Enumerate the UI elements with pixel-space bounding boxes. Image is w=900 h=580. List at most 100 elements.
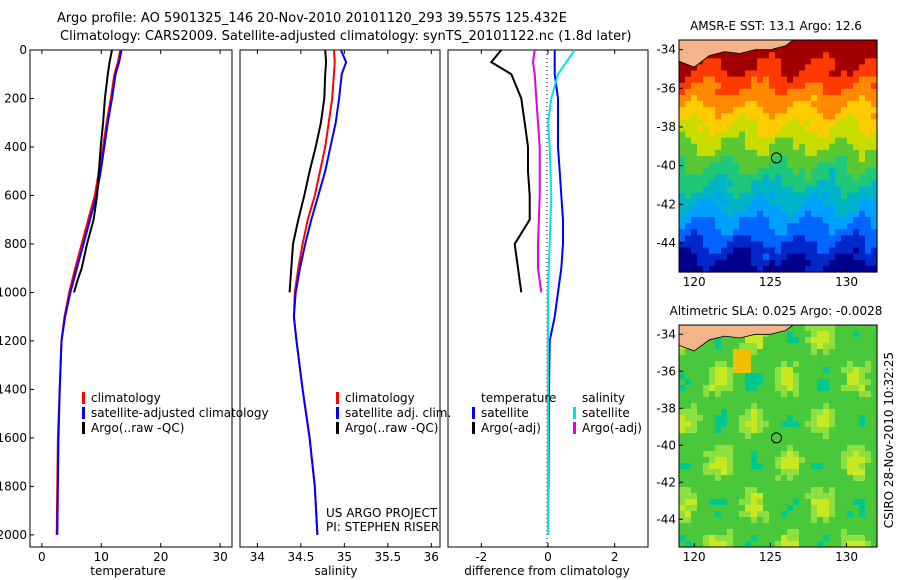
sla-cell — [763, 457, 770, 464]
sst-cell — [757, 119, 764, 127]
sst-cell — [763, 113, 770, 120]
sla-cell — [787, 493, 794, 500]
sla-cell — [793, 541, 800, 548]
sla-cell — [775, 367, 782, 374]
sst-cell — [697, 265, 704, 273]
sst-cell — [751, 186, 758, 194]
sst-cell — [739, 88, 746, 96]
sst-cell — [775, 131, 782, 139]
sla-cell — [865, 463, 872, 470]
sst-cell — [727, 198, 734, 206]
sla-cell — [817, 517, 824, 524]
sst-cell — [745, 156, 752, 163]
sla-cell — [739, 517, 746, 524]
sst-cell — [865, 210, 872, 218]
sst-cell — [811, 156, 818, 163]
sst-cell — [775, 88, 782, 96]
sst-cell — [841, 143, 848, 151]
sst-cell — [859, 58, 866, 66]
sla-cell — [679, 511, 686, 518]
sst-cell — [769, 247, 776, 255]
sst-cell — [763, 210, 770, 218]
sst-cell — [709, 180, 716, 188]
sla-cell — [871, 379, 878, 386]
sst-cell — [733, 131, 740, 139]
sst-cell — [763, 174, 770, 182]
sla-cell — [775, 517, 782, 524]
sst-cell — [865, 131, 872, 139]
sla-cell — [859, 493, 866, 500]
sst-cell — [727, 76, 734, 84]
sst-cell — [805, 119, 812, 127]
sst-cell — [817, 186, 824, 194]
sla-cell — [865, 415, 872, 422]
sst-cell — [697, 70, 704, 78]
sst-cell — [691, 259, 698, 267]
sst-cell — [739, 131, 746, 139]
sst-cell — [781, 131, 788, 139]
sst-cell — [835, 46, 842, 53]
y-tick-label: 0 — [19, 43, 27, 57]
sst-cell — [841, 168, 848, 175]
sst-cell — [793, 235, 800, 243]
sla-cell — [811, 517, 818, 524]
sst-cell — [811, 58, 818, 66]
sla-cell — [757, 499, 764, 506]
sla-cell — [793, 373, 800, 380]
sla-cell — [805, 385, 812, 392]
sst-cell — [763, 156, 770, 163]
sla-cell — [781, 529, 788, 536]
sst-cell — [691, 174, 698, 182]
sst-cell — [835, 58, 842, 66]
sst-cell — [853, 241, 860, 249]
coastline-land — [678, 324, 795, 352]
sla-cell — [853, 433, 860, 440]
sst-cell — [835, 70, 842, 78]
sla-cell — [721, 451, 728, 458]
sst-cell — [829, 137, 836, 145]
sla-cell — [757, 391, 764, 398]
sst-cell — [817, 259, 824, 267]
sst-cell — [751, 149, 758, 157]
sst-cell — [679, 94, 686, 102]
sst-cell — [805, 156, 812, 163]
sla-cell — [847, 433, 854, 440]
x-tick-label: 35.5 — [374, 550, 401, 564]
sla-cell — [703, 403, 710, 410]
sst-cell — [697, 156, 704, 163]
sst-cell — [865, 143, 872, 151]
sst-cell — [799, 198, 806, 206]
sla-cell — [751, 517, 758, 524]
sst-cell — [793, 46, 800, 53]
sla-cell — [763, 409, 770, 416]
sst-cell — [679, 168, 686, 175]
sst-cell — [811, 101, 818, 108]
sla-cell — [709, 457, 716, 464]
sla-cell — [715, 415, 722, 422]
sst-cell — [679, 76, 686, 84]
sla-cell — [805, 415, 812, 422]
sla-cell — [685, 361, 692, 368]
sst-cell — [805, 192, 812, 200]
sla-cell — [775, 457, 782, 464]
sst-cell — [751, 247, 758, 255]
sla-cell — [859, 535, 866, 542]
sst-cell — [799, 253, 806, 261]
sst-cell — [685, 259, 692, 267]
sla-cell — [703, 445, 710, 452]
sla-cell — [769, 367, 776, 374]
sst-cell — [691, 186, 698, 194]
sla-cell — [853, 517, 860, 524]
sla-cell — [697, 499, 704, 506]
sla-cell — [691, 535, 698, 542]
sst-cell — [805, 137, 812, 145]
sla-cell — [751, 523, 758, 530]
series-climatology — [292, 49, 336, 535]
sla-cell — [847, 415, 854, 422]
sla-cell — [739, 505, 746, 512]
sst-cell — [715, 131, 722, 139]
sla-cell — [835, 343, 842, 350]
sst-cell — [781, 70, 788, 78]
sst-cell — [703, 101, 710, 108]
sst-cell — [841, 131, 848, 139]
